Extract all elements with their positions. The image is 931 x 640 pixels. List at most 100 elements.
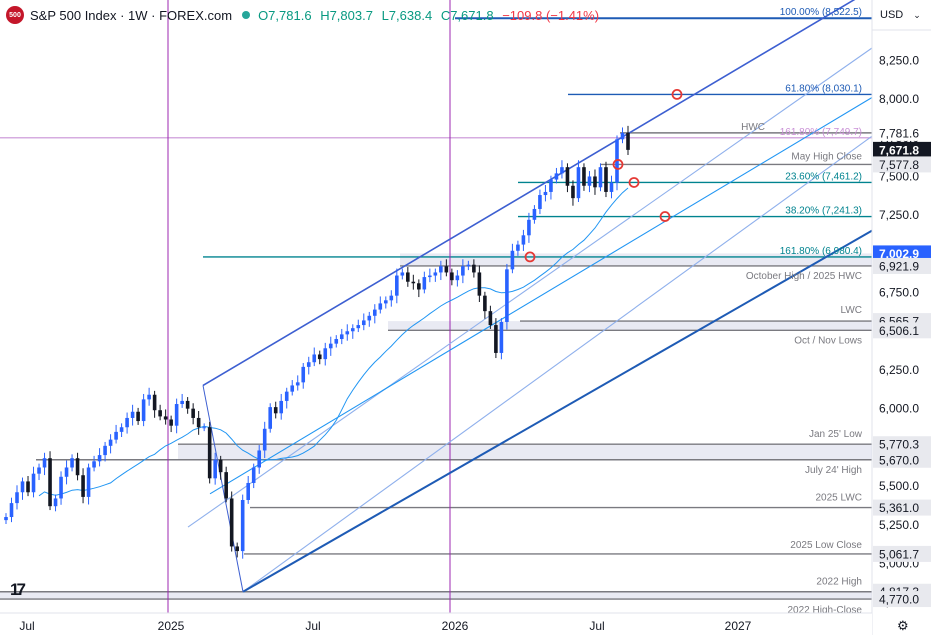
candle-body [598,167,603,188]
candle-body [31,473,36,493]
level-label: July 24' High [805,465,862,476]
candle-body [345,331,350,335]
support-zone [178,444,872,460]
candle-body [70,458,74,468]
ohlc-readout: O7,781.6 H7,803.7 L7,638.4 C7,671.8 −109… [258,8,604,23]
candle-body [472,264,476,273]
target-circle [628,177,640,188]
candle-body [571,185,575,199]
candle-body [549,179,553,192]
x-tick-label: 2025 [158,619,185,633]
candle-body [262,428,267,451]
candle-body [152,394,157,411]
candle-body [37,467,41,474]
candle-body [367,315,372,321]
candle-body [560,167,564,174]
candle-body [615,139,619,183]
candle-body [180,400,184,405]
time-axis-bg [0,613,872,635]
support-zone [0,591,872,600]
y-tick-label: 6,750.0 [879,286,919,300]
candle-body [439,266,443,273]
candle-body [466,264,471,267]
y-tick-label: 8,250.0 [879,53,919,67]
target-circle [659,211,671,222]
candle-body [9,503,14,518]
candle-body [81,475,85,497]
candle-body [604,167,608,192]
candle-body [450,272,454,281]
candle-body [290,385,295,392]
channel-mid-lower [242,135,873,593]
candle-body [406,272,410,282]
candle-body [521,235,526,245]
candle-body [268,407,273,429]
price-tag-bg [873,141,931,158]
candle-body [108,439,113,446]
price-tag-label: 6,506.1 [879,324,919,338]
y-tick-label: 6,250.0 [879,363,919,377]
fib-label: 23.60% (7,461.2) [785,171,862,182]
currency-selector[interactable]: USD ⌄ [872,0,931,30]
candle-body [218,459,223,473]
price-tag-bg [873,156,931,173]
candle-body [455,275,460,281]
level-label: 2025 LWC [815,493,862,504]
candle-body [483,295,487,312]
y-tick-label: 6,000.0 [879,402,919,416]
candle-body [339,334,344,340]
candle-body [499,321,504,353]
candle-body [306,362,311,367]
open-value: O7,781.6 [258,7,312,23]
candle-body [235,546,239,552]
candle-body [422,277,427,290]
candle-body [328,343,333,349]
price-tag-label: 5,061.7 [879,547,919,561]
settings-gear-icon[interactable]: ⚙ [897,618,909,633]
candle-body [163,416,168,420]
candle-body [444,266,449,273]
symbol-title[interactable]: S&P 500 Index · 1W · FOREX.com [30,7,233,23]
channel-anchor-line [202,385,244,592]
market-status-icon [242,11,251,19]
candle-body [130,411,135,418]
candle-body [538,195,542,209]
candle-body [191,408,195,418]
x-tick-label: 2026 [442,619,469,633]
candle-body [461,266,465,276]
candle-body [477,272,482,296]
candle-body [428,275,432,278]
candle-body [125,417,129,428]
candle-body [350,328,355,332]
fib-label: 61.80% (8,030.1) [785,83,862,94]
price-tag-label: 4,770.0 [879,593,919,607]
candle-body [251,467,256,483]
candle-body [609,182,614,192]
level-label: 2022 High-Close [788,605,863,616]
x-tick-label: 2027 [725,619,752,633]
candle-body [59,476,63,499]
price-tag-label: 5,361.0 [879,501,919,515]
candle-body [103,445,107,456]
price-tag-bg [873,499,931,516]
candle-body [284,391,289,401]
price-tag-label: 7,577.8 [879,158,919,172]
candle-body [257,450,262,468]
candle-body [334,339,339,344]
price-tag-label: 7,671.8 [879,143,919,157]
price-tag-bg [873,451,931,468]
candle-body [488,311,493,326]
y-tick-label: 5,500.0 [879,479,919,493]
candle-body [587,176,592,186]
candle-body [433,272,438,276]
target-circle [671,89,683,100]
candle-body [516,244,520,251]
candle-body [174,404,179,426]
chevron-down-icon: ⌄ [913,9,921,20]
candle-body [42,458,47,468]
target-circle [612,159,624,170]
y-tick-label: 7,500.0 [879,169,919,183]
candle-body [576,167,581,199]
